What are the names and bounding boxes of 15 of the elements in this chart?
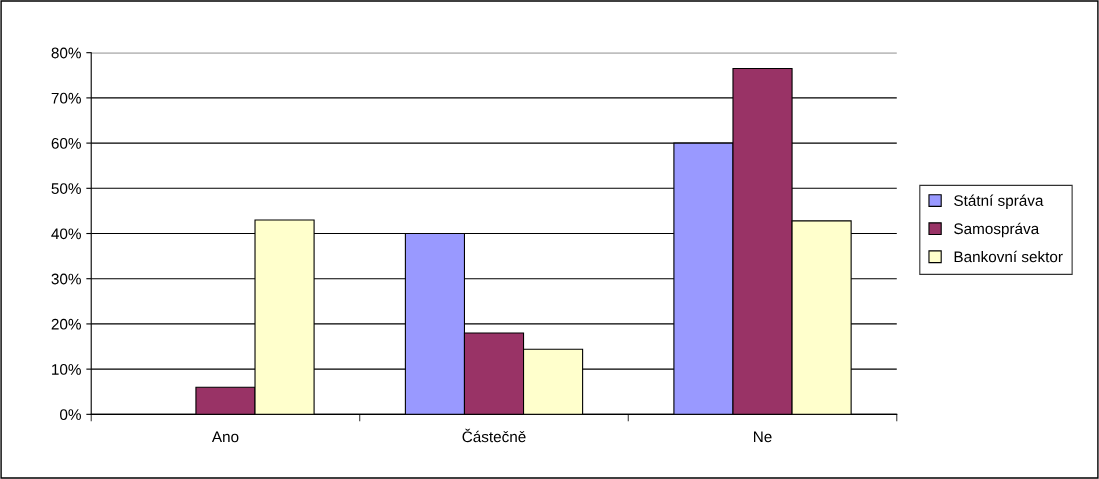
x-tick-label: Ne [754,431,772,443]
y-tick-label: 60% [51,137,81,149]
legend-label: Bankovní sektor [954,250,1063,263]
y-tick-label: 80% [51,47,81,59]
y-tick-label: 20% [51,318,81,330]
legend-label: Státní správa [954,194,1044,210]
y-tick-label: 30% [51,273,81,285]
legend-label: Samospráva [954,222,1040,238]
x-tick-label: Částečně [462,428,526,443]
y-tick-label: 0% [60,409,81,421]
x-tick-label: Ano [211,431,239,443]
y-tick-label: 40% [51,228,81,240]
y-tick-label: 10% [52,364,81,375]
y-tick-label: 50% [51,183,81,194]
y-tick-label: 70% [51,92,81,104]
